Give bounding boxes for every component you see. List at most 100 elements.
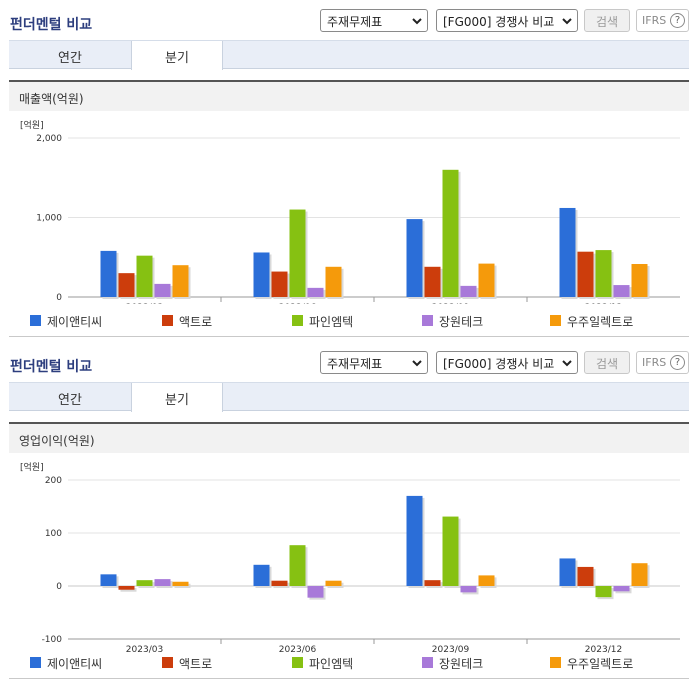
y-tick-label: -100 [42, 635, 63, 645]
bar[interactable] [559, 207, 576, 297]
search-button[interactable]: 검색 [584, 9, 630, 32]
y-tick-label: 1,000 [36, 214, 62, 224]
tab-quarterly[interactable]: 분기 [131, 383, 223, 412]
statement-select[interactable]: 주재무제표 [320, 9, 428, 32]
section-header: 펀더멘털 비교 주재무제표 [FG000] 경쟁사 비교 검색 IFRS ? [0, 342, 696, 382]
bar[interactable] [253, 252, 270, 297]
tab-annual[interactable]: 연간 [58, 51, 82, 66]
bar[interactable] [577, 251, 594, 297]
chevron-down-icon [412, 18, 422, 25]
bar[interactable] [406, 219, 423, 297]
x-tick-label: 2023/09 [432, 645, 470, 655]
x-tick-label: 2023/06 [279, 303, 317, 304]
legend-label: 우주일렉트로 [567, 315, 634, 329]
bar[interactable] [253, 564, 270, 586]
legend-swatch [550, 315, 561, 326]
bar[interactable] [631, 264, 648, 297]
ifrs-button[interactable]: IFRS ? [636, 351, 689, 374]
compare-select-value: [FG000] 경쟁사 비교 [443, 357, 555, 371]
ifrs-button[interactable]: IFRS ? [636, 9, 689, 32]
bar[interactable] [172, 581, 189, 586]
legend-label: 액트로 [179, 315, 213, 329]
bar[interactable] [289, 209, 306, 297]
bar[interactable] [478, 575, 495, 586]
bar[interactable] [424, 580, 441, 586]
bar[interactable] [307, 287, 324, 297]
y-tick-label: 0 [56, 293, 62, 303]
bar[interactable] [325, 266, 342, 297]
bar[interactable] [154, 283, 171, 297]
legend-label: 파인엠텍 [309, 657, 354, 671]
bar[interactable] [271, 271, 288, 297]
legend-label: 파인엠텍 [309, 315, 354, 329]
x-tick-label: 2023/09 [432, 303, 470, 304]
search-button[interactable]: 검색 [584, 351, 630, 374]
legend-swatch [30, 657, 41, 668]
period-tabs: 연간 분기 [9, 40, 689, 70]
compare-select[interactable]: [FG000] 경쟁사 비교 [436, 351, 578, 374]
legend-swatch [550, 657, 561, 668]
bar[interactable] [577, 566, 594, 586]
bar[interactable] [307, 586, 324, 598]
legend: 제이앤티씨 액트로 파인엠텍 장원테크 우주일렉트로 [0, 655, 696, 671]
tab-annual[interactable]: 연간 [58, 393, 82, 408]
section-divider [9, 336, 689, 337]
statement-select[interactable]: 주재무제표 [320, 351, 428, 374]
compare-select[interactable]: [FG000] 경쟁사 비교 [436, 9, 578, 32]
bar[interactable] [172, 265, 189, 297]
legend-swatch [292, 657, 303, 668]
bar[interactable] [595, 586, 612, 598]
bar[interactable] [100, 250, 117, 297]
x-tick-label: 2023/03 [126, 645, 163, 655]
bar[interactable] [136, 580, 153, 586]
bar[interactable] [442, 169, 459, 297]
chart-title: 매출액(억원) [9, 80, 689, 111]
bar[interactable] [424, 266, 441, 297]
legend-label: 우주일렉트로 [567, 657, 634, 671]
legend-swatch [30, 315, 41, 326]
legend-swatch [292, 315, 303, 326]
y-tick-label: 2,000 [36, 134, 62, 144]
chevron-down-icon [561, 14, 573, 28]
bar[interactable] [595, 250, 612, 297]
statement-select-value: 주재무제표 [327, 357, 383, 371]
fundamental-section-revenue: 펀더멘털 비교 주재무제표 [FG000] 경쟁사 비교 검색 IFRS ? 연… [0, 0, 696, 337]
bar[interactable] [271, 580, 288, 586]
bar[interactable] [559, 558, 576, 586]
legend-label: 장원테크 [439, 657, 484, 671]
bar[interactable] [100, 574, 117, 586]
legend-swatch [422, 657, 433, 668]
bar[interactable] [406, 495, 423, 586]
bar[interactable] [631, 563, 648, 586]
legend-swatch [422, 315, 433, 326]
legend-label: 장원테크 [439, 315, 484, 329]
chart-title: 영업이익(억원) [9, 422, 689, 453]
legend-swatch [162, 315, 173, 326]
revenue-chart: 2,000 1,000 0 2023/03 2023/06 2023/09 2023/12 [36, 134, 680, 304]
ifrs-label: IFRS [642, 14, 667, 27]
bar[interactable] [613, 586, 630, 592]
section-header: 펀더멘털 비교 주재무제표 [FG000] 경쟁사 비교 검색 IFRS ? [0, 0, 696, 40]
bar[interactable] [478, 263, 495, 297]
bar[interactable] [613, 285, 630, 297]
x-tick-label: 2023/06 [279, 645, 317, 655]
section-title: 펀더멘털 비교 [10, 17, 93, 33]
tab-quarterly[interactable]: 분기 [131, 41, 223, 70]
period-tabs: 연간 분기 [9, 382, 689, 412]
y-tick-label: 100 [45, 529, 62, 539]
bar[interactable] [118, 586, 135, 590]
bar[interactable] [118, 273, 135, 297]
legend-label: 제이앤티씨 [47, 315, 103, 329]
bar[interactable] [136, 255, 153, 297]
bar-shadow [120, 588, 137, 592]
chevron-down-icon [561, 356, 573, 370]
bar[interactable] [442, 516, 459, 586]
bar[interactable] [460, 285, 477, 297]
bar[interactable] [154, 579, 171, 586]
legend-label: 액트로 [179, 657, 213, 671]
operating-profit-chart: 200 100 0 -100 2023/03 2023/06 2023/09 2023/12 [42, 476, 680, 655]
bar[interactable] [289, 545, 306, 586]
bar[interactable] [325, 580, 342, 586]
bar[interactable] [460, 586, 477, 593]
y-tick-label: 0 [56, 582, 62, 592]
